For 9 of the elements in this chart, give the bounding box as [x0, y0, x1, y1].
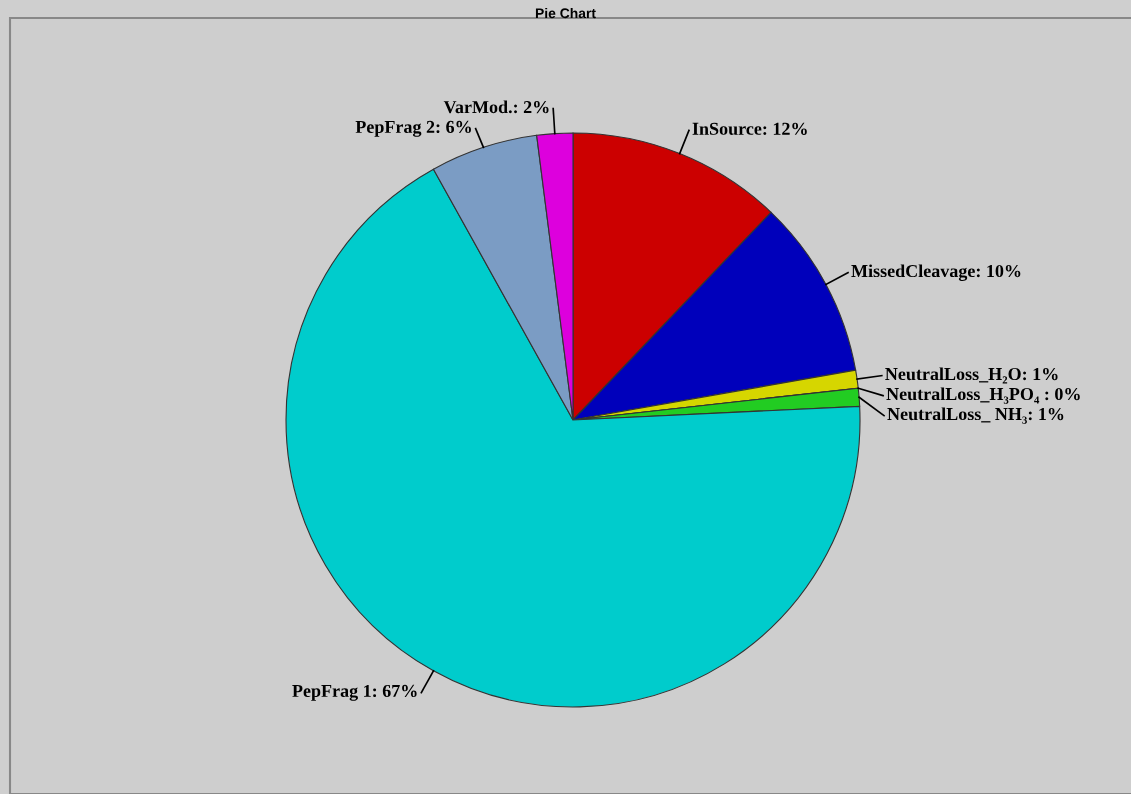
legend-label: NeutralLoss_H₃PO₄ : 0%: [886, 387, 1080, 404]
slice-label: PepFrag 1: 67%: [292, 684, 417, 701]
slice-label: NeutralLoss_H₂O: 1%: [885, 367, 1058, 384]
slice-label: PepFrag 2: 6%: [355, 120, 471, 137]
chart-title: Pie Chart: [535, 7, 596, 19]
slice-label: InSource: 12%: [692, 122, 807, 135]
slice-label: NeutralLoss_ NH₃: 1%: [887, 407, 1064, 424]
slice-label: MissedCleavage: 10%: [851, 264, 1021, 281]
slice-label: VarMod.: 2%: [443, 100, 549, 114]
